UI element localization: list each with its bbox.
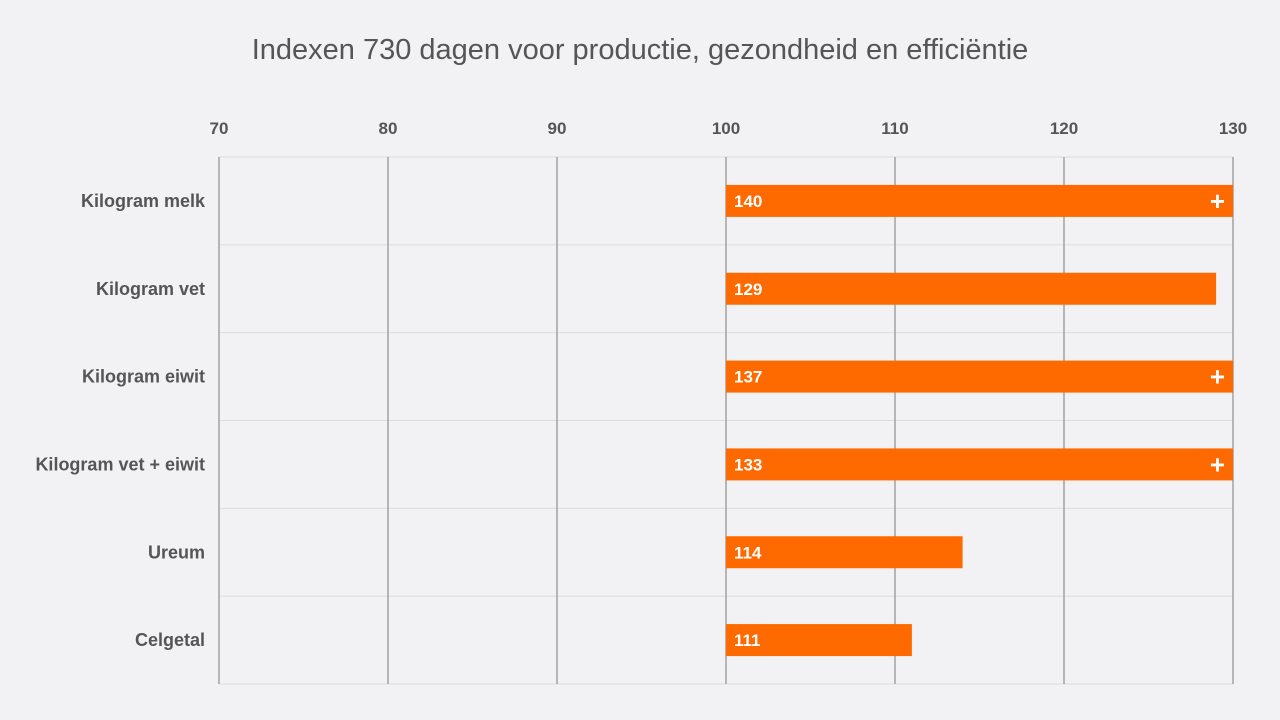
data-label: 133 bbox=[734, 455, 762, 474]
bar bbox=[726, 272, 1217, 305]
category-label: Ureum bbox=[148, 542, 205, 562]
category-label: Kilogram vet + eiwit bbox=[35, 454, 205, 474]
data-label: 129 bbox=[734, 280, 762, 299]
data-label: 111 bbox=[734, 631, 761, 650]
category-label: Kilogram melk bbox=[81, 191, 206, 211]
bar bbox=[726, 448, 1233, 481]
overflow-plus-icon: + bbox=[1210, 362, 1225, 392]
category-label: Kilogram vet bbox=[96, 279, 205, 299]
bar bbox=[726, 536, 963, 569]
x-tick-label: 100 bbox=[712, 119, 740, 138]
bar bbox=[726, 360, 1233, 393]
x-tick-label: 70 bbox=[210, 119, 229, 138]
x-tick-label: 120 bbox=[1050, 119, 1078, 138]
x-tick-label: 110 bbox=[881, 119, 908, 138]
bar bbox=[726, 184, 1233, 217]
bar bbox=[726, 624, 912, 657]
overflow-plus-icon: + bbox=[1210, 449, 1225, 479]
category-label: Kilogram eiwit bbox=[82, 367, 205, 387]
data-label: 114 bbox=[734, 543, 762, 562]
overflow-plus-icon: + bbox=[1210, 186, 1225, 216]
x-tick-label: 130 bbox=[1219, 119, 1247, 138]
chart-title: Indexen 730 dagen voor productie, gezond… bbox=[251, 34, 1029, 66]
category-label: Celgetal bbox=[135, 630, 205, 650]
data-label: 137 bbox=[734, 368, 762, 387]
data-label: 140 bbox=[734, 192, 762, 211]
x-tick-label: 80 bbox=[379, 119, 398, 138]
x-tick-label: 90 bbox=[548, 119, 567, 138]
